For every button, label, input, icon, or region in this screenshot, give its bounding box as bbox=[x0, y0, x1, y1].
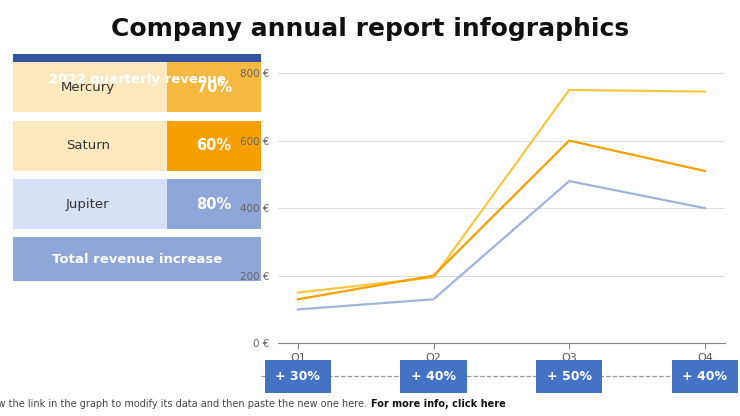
FancyBboxPatch shape bbox=[167, 121, 261, 171]
Text: Saturn: Saturn bbox=[66, 139, 110, 152]
FancyBboxPatch shape bbox=[13, 179, 261, 229]
Text: For more info, click here: For more info, click here bbox=[371, 399, 506, 409]
FancyBboxPatch shape bbox=[13, 54, 261, 104]
Text: Follow the link in the graph to modify its data and then paste the new one here.: Follow the link in the graph to modify i… bbox=[0, 399, 370, 409]
Text: + 50%: + 50% bbox=[547, 370, 592, 383]
Text: 2022 quarterly revenue: 2022 quarterly revenue bbox=[49, 73, 226, 86]
Text: Mercury: Mercury bbox=[61, 81, 115, 94]
Text: + 40%: + 40% bbox=[682, 370, 727, 383]
FancyBboxPatch shape bbox=[13, 238, 261, 281]
Text: + 30%: + 30% bbox=[275, 370, 320, 383]
Text: Company annual report infographics: Company annual report infographics bbox=[111, 17, 629, 41]
Text: Follow the link in the graph to modify its data and then paste the new one here.: Follow the link in the graph to modify i… bbox=[113, 399, 627, 409]
FancyBboxPatch shape bbox=[167, 62, 261, 112]
Text: 70%: 70% bbox=[197, 80, 232, 95]
Text: Total revenue increase: Total revenue increase bbox=[52, 253, 223, 266]
Text: 80%: 80% bbox=[197, 197, 232, 212]
FancyBboxPatch shape bbox=[13, 121, 261, 171]
FancyBboxPatch shape bbox=[13, 62, 261, 112]
Text: 60%: 60% bbox=[197, 138, 232, 153]
Text: + 40%: + 40% bbox=[411, 370, 456, 383]
FancyBboxPatch shape bbox=[167, 179, 261, 229]
Text: Jupiter: Jupiter bbox=[66, 198, 110, 210]
